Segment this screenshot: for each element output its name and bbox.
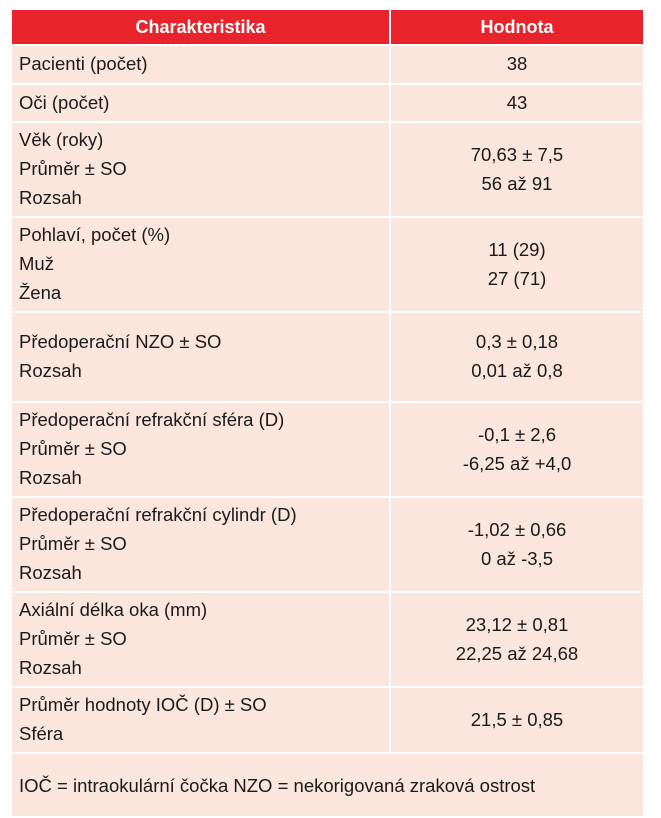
row-label: Rozsah [19, 562, 82, 583]
row-label: Rozsah [19, 187, 82, 208]
row-label: Axiální délka oka (mm) [19, 599, 208, 620]
row-value-cell: -1,02 ± 0,66 0 až -3,5 [389, 496, 645, 593]
row-label: Žena [19, 282, 62, 303]
row-label: Oči (počet) [19, 91, 110, 113]
table-row-sex: Pohlaví, počet (%) Muž Žena 11 (29) 27 (… [10, 216, 645, 313]
row-value: 27 (71) [487, 267, 547, 289]
row-value-cell: 70,63 ± 7,5 56 až 91 [389, 121, 645, 218]
row-value-cell: -0,1 ± 2,6 -6,25 až +4,0 [389, 401, 645, 498]
table-row-eyes: Oči (počet) 43 [10, 83, 645, 123]
header-row: Charakteristika Hodnota [10, 8, 645, 46]
table-row-preop-cylinder: Předoperační refrakční cylindr (D) Průmě… [10, 496, 645, 593]
footnote-nzo: NZO = nekorigovaná zraková ostrost [233, 774, 536, 796]
row-value-cell: 21,5 ± 0,85 [389, 686, 645, 754]
row-label: Rozsah [19, 467, 82, 488]
footnote-iol: IOČ = intraokulární čočka [19, 774, 229, 796]
row-value: -6,25 až +4,0 [462, 452, 572, 474]
row-value-cell: 43 [389, 83, 645, 123]
table-footer-row: IOČ = intraokulární čočka NZO = nekorigo… [10, 752, 645, 818]
row-label: Věk (roky) [19, 129, 104, 150]
table-row-preop-nzo: Předoperační NZO ± SO Rozsah 0,3 ± 0,18 … [10, 311, 645, 403]
header-value: Hodnota [389, 8, 645, 46]
row-value-cell: 23,12 ± 0,81 22,25 až 24,68 [389, 591, 645, 688]
row-value: 11 (29) [488, 238, 546, 260]
row-label: Průměr ± SO [19, 628, 127, 649]
row-label-cell: Předoperační refrakční sféra (D) Průměr … [10, 401, 391, 498]
row-label: Průměr ± SO [19, 438, 127, 459]
row-value: 56 až 91 [481, 172, 553, 194]
table-row-patients: Pacienti (počet) 38 [10, 44, 645, 85]
footnote-cell: IOČ = intraokulární čočka NZO = nekorigo… [10, 752, 645, 818]
row-value: 0,01 až 0,8 [471, 360, 563, 381]
row-label-cell: Pacienti (počet) [10, 44, 391, 85]
row-value: 23,12 ± 0,81 [465, 613, 569, 635]
header-characteristics: Charakteristika [10, 8, 391, 46]
row-value: 21,5 ± 0,85 [470, 708, 564, 730]
row-value: 43 [506, 91, 528, 113]
row-label: Pohlaví, počet (%) [19, 224, 171, 245]
row-label: Předoperační refrakční cylindr (D) [19, 504, 297, 525]
row-value: -1,02 ± 0,66 [467, 518, 567, 540]
table-row-age: Věk (roky) Průměr ± SO Rozsah 70,63 ± 7,… [10, 121, 645, 218]
row-label: Sféra [19, 723, 64, 744]
table-row-iol-power: Průměr hodnoty IOČ (D) ± SO Sféra 21,5 ±… [10, 686, 645, 754]
row-label: Průměr ± SO [19, 533, 127, 554]
row-value-cell: 11 (29) 27 (71) [389, 216, 645, 313]
table-row-preop-sphere: Předoperační refrakční sféra (D) Průměr … [10, 401, 645, 498]
row-label-cell: Předoperační NZO ± SO Rozsah [10, 311, 391, 403]
row-label: Rozsah [19, 360, 82, 381]
table-row-axial-length: Axiální délka oka (mm) Průměr ± SO Rozsa… [10, 591, 645, 688]
row-label: Předoperační NZO ± SO [19, 331, 222, 352]
row-label-cell: Pohlaví, počet (%) Muž Žena [10, 216, 391, 313]
row-label-cell: Věk (roky) Průměr ± SO Rozsah [10, 121, 391, 218]
characteristics-table: Charakteristika Hodnota Pacienti (počet)… [10, 8, 645, 818]
table-body: Pacienti (počet) 38 Oči (počet) 43 Věk (… [10, 44, 645, 818]
row-label-cell: Předoperační refrakční cylindr (D) Průmě… [10, 496, 391, 593]
row-label-cell: Průměr hodnoty IOČ (D) ± SO Sféra [10, 686, 391, 754]
row-value-cell: 38 [389, 44, 645, 85]
row-label-cell: Axiální délka oka (mm) Průměr ± SO Rozsa… [10, 591, 391, 688]
row-label-cell: Oči (počet) [10, 83, 391, 123]
row-label: Průměr ± SO [19, 158, 127, 179]
row-value: 38 [506, 53, 528, 74]
row-value: 70,63 ± 7,5 [470, 143, 564, 165]
row-value-cell: 0,3 ± 0,18 0,01 až 0,8 [389, 311, 645, 403]
row-label: Muž [19, 253, 54, 274]
row-label: Průměr hodnoty IOČ (D) ± SO [19, 694, 267, 715]
characteristics-table-container: Charakteristika Hodnota Pacienti (počet)… [10, 8, 645, 818]
row-value: 0 až -3,5 [481, 547, 553, 569]
row-label: Pacienti (počet) [19, 53, 148, 74]
row-value: -0,1 ± 2,6 [477, 423, 557, 445]
row-value: 0,3 ± 0,18 [475, 331, 559, 352]
row-label: Předoperační refrakční sféra (D) [19, 409, 285, 430]
row-value: 22,25 až 24,68 [455, 642, 579, 664]
row-label: Rozsah [19, 657, 82, 678]
